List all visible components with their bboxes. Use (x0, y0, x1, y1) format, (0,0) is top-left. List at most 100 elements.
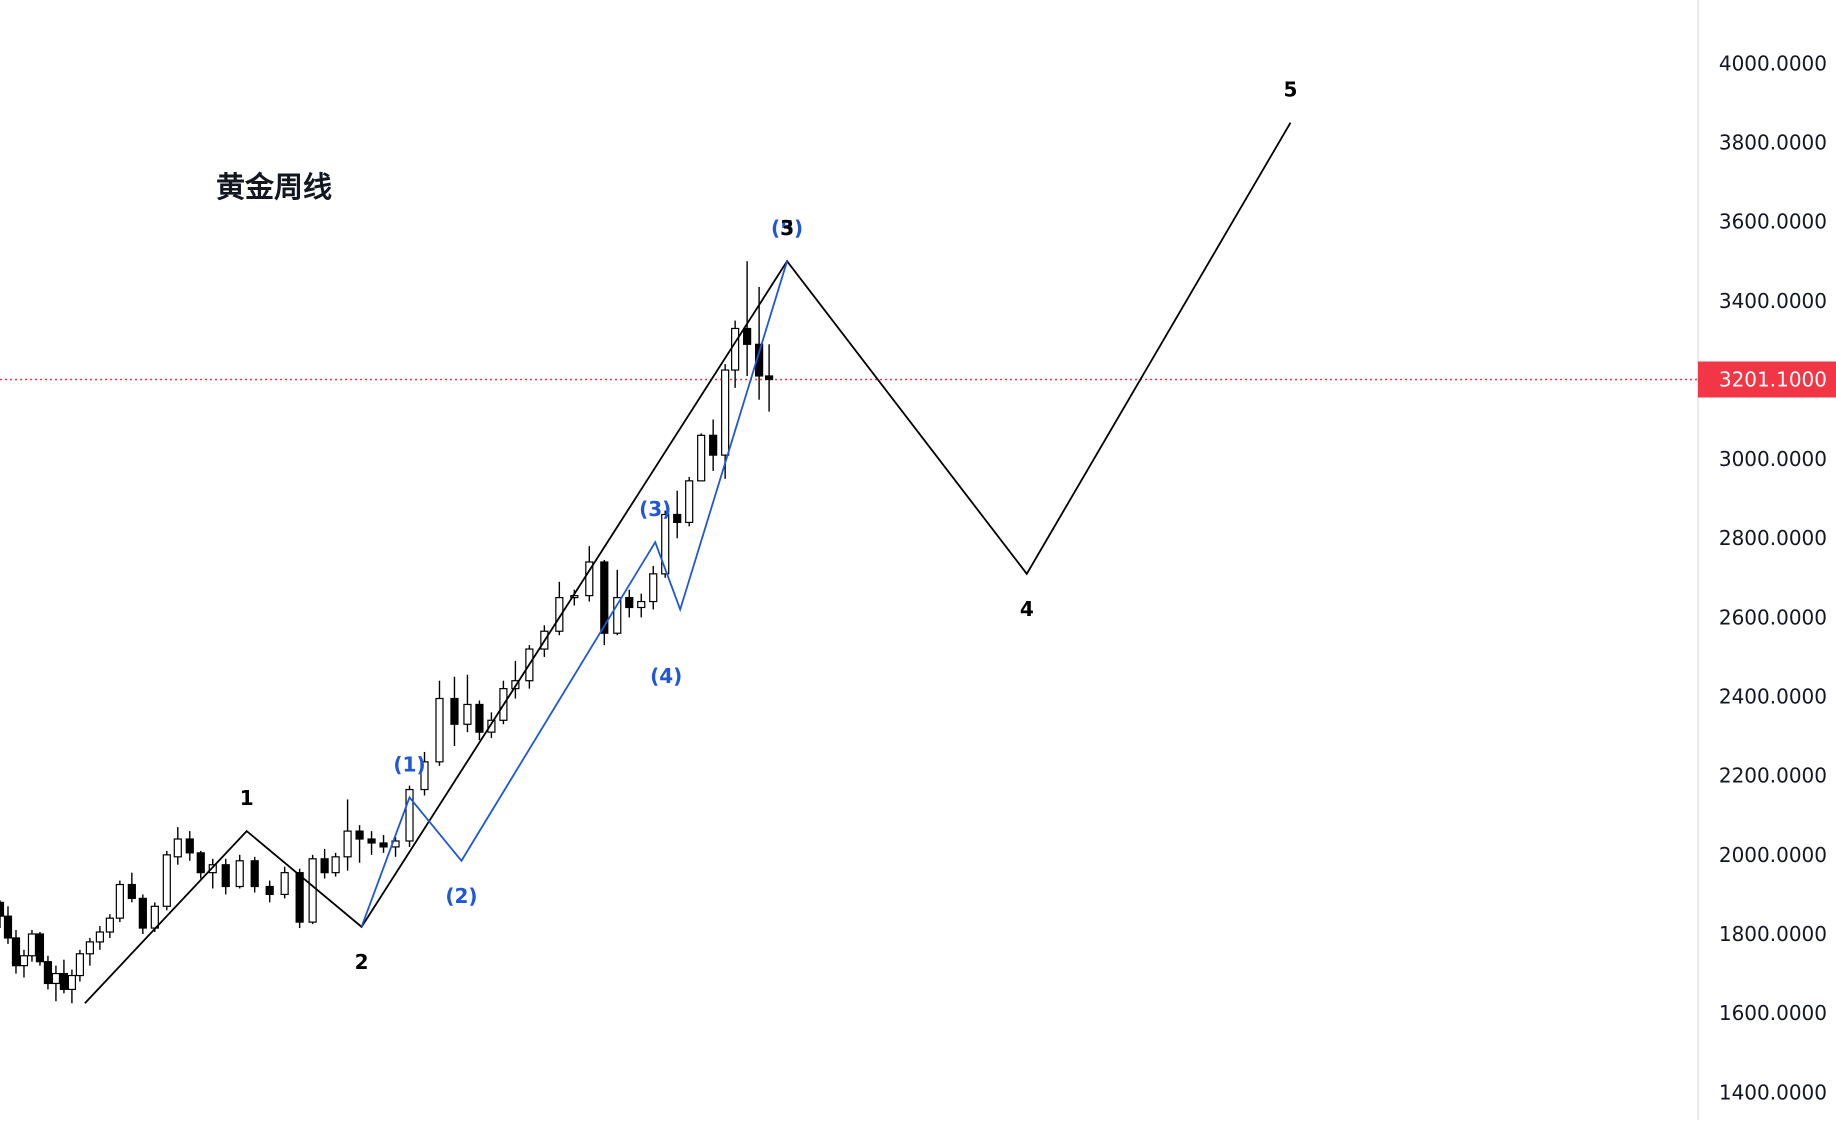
candle-body (320, 858, 329, 874)
candle (721, 364, 730, 479)
candle (250, 856, 259, 893)
candle-body (19, 955, 29, 967)
candle (75, 949, 85, 982)
major-wave-label: 3 (780, 216, 794, 240)
candle-body (649, 573, 658, 603)
candle (19, 949, 29, 978)
candle-body (613, 596, 622, 634)
candle (343, 799, 352, 871)
last-price-badge (1698, 361, 1836, 398)
candle-body (43, 961, 53, 985)
candle-body (196, 852, 205, 874)
candle-body (295, 872, 304, 923)
candle-body (59, 972, 69, 990)
candle-body (475, 703, 484, 733)
major-wave-label: 1 (240, 786, 254, 810)
candle (27, 930, 37, 962)
candle-body (405, 788, 414, 842)
candle-body (27, 933, 37, 957)
candle (613, 569, 622, 636)
candle-body (35, 933, 45, 963)
candle-body (235, 860, 244, 888)
minor-wave-label: (2) (445, 884, 477, 908)
candle (173, 827, 182, 865)
price-axis[interactable]: 4000.0000 3800.0000 3600.0000 3400.0000 3000… (1697, 0, 1836, 1120)
candle (320, 848, 329, 879)
candle-body (721, 369, 730, 456)
candle (420, 751, 429, 796)
candle (355, 825, 364, 863)
candle-body (75, 953, 85, 977)
candle (127, 872, 136, 903)
candle (649, 565, 658, 610)
y-tick-label: 2800.0000 (1719, 526, 1827, 550)
y-tick-label: 1400.0000 (1719, 1080, 1827, 1104)
y-tick-label: 3800.0000 (1719, 130, 1827, 154)
candle (185, 831, 194, 861)
candle-body (185, 838, 194, 854)
candle-body (343, 830, 352, 858)
candle (235, 854, 244, 889)
candle (709, 419, 718, 471)
candle-body (3, 915, 13, 939)
y-tick-label: 2000.0000 (1719, 843, 1827, 867)
major-wave-label: 4 (1020, 597, 1034, 621)
candle (85, 937, 94, 966)
candle (221, 858, 230, 895)
candle (0, 900, 5, 929)
candle (743, 261, 752, 376)
candle-body (379, 842, 388, 848)
y-tick-label: 4000.0000 (1719, 51, 1827, 75)
candle (295, 868, 304, 929)
candle-body (555, 596, 564, 632)
candle-body (731, 327, 740, 371)
candle (450, 676, 459, 747)
candle (115, 880, 124, 923)
candle-body (150, 905, 159, 929)
candle (196, 850, 205, 879)
y-tick-label: 1600.0000 (1719, 1001, 1827, 1025)
candle (463, 674, 472, 733)
y-tick-label: 2600.0000 (1719, 605, 1827, 629)
y-tick-label: 2200.0000 (1719, 764, 1827, 788)
candle (685, 476, 694, 527)
minor-wave-label: (4) (650, 664, 682, 688)
candle-body (463, 703, 472, 725)
candle-body (208, 864, 217, 874)
y-tick-label: 1800.0000 (1719, 922, 1827, 946)
candle-body (764, 375, 774, 381)
y-tick-label: 3600.0000 (1719, 210, 1827, 234)
candle-body (600, 561, 609, 634)
candle (3, 906, 13, 944)
candle-body (221, 864, 230, 888)
minor-wave-label: (1) (393, 752, 425, 776)
candle (637, 593, 646, 618)
candle-body (11, 937, 21, 967)
candle-body (173, 838, 182, 858)
candle (673, 490, 682, 539)
y-tick-label: 3400.0000 (1719, 289, 1827, 313)
candle-body (162, 854, 171, 907)
candle (435, 680, 444, 766)
major-wave-group (84, 122, 1292, 1004)
candle (11, 930, 21, 974)
candle (585, 546, 594, 602)
candle-body (637, 600, 646, 609)
candle-body (0, 901, 5, 917)
candle-body (95, 931, 104, 943)
chart-title: 黄金周线 (216, 170, 332, 204)
candle (475, 700, 484, 741)
candle (600, 560, 609, 646)
candle-body (85, 941, 94, 955)
candle (764, 344, 774, 412)
candle-body (487, 719, 496, 733)
minor-wave-label: (3) (639, 497, 671, 521)
minor-wave-group (360, 260, 788, 928)
candle-body (265, 885, 274, 896)
candle (67, 969, 77, 1004)
candle (265, 880, 274, 903)
candle-body (331, 856, 340, 874)
